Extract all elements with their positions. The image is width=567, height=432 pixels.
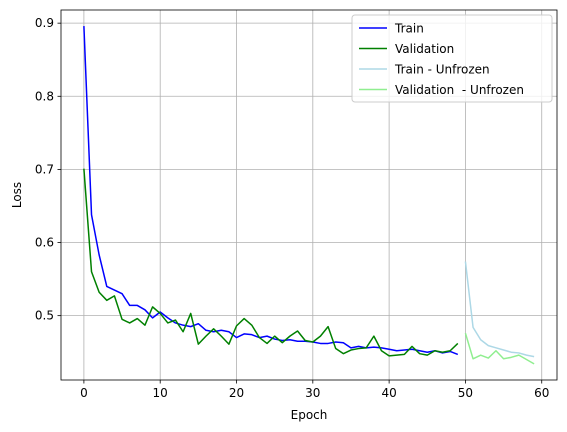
x-tick-label: 10 — [153, 386, 168, 400]
series-line-2 — [464, 261, 535, 358]
y-tick-label: 0.9 — [35, 16, 54, 30]
series-lines — [83, 26, 535, 365]
series-line-3 — [464, 332, 535, 365]
plot-frame — [60, 9, 558, 381]
x-axis-ticks: 0 10 20 30 40 50 60 — [80, 380, 549, 400]
x-axis-label: Epoch — [291, 408, 328, 422]
y-tick-label: 0.6 — [35, 236, 54, 250]
y-axis-label: Loss — [10, 182, 24, 208]
x-tick-label: 40 — [381, 386, 396, 400]
series-line-1 — [83, 168, 459, 357]
legend: Train Validation Train - Unfrozen Validatio… — [351, 14, 553, 103]
y-axis-ticks: 0.5 0.6 0.7 0.8 0.9 — [35, 16, 61, 323]
legend-label: Validation - Unfrozen — [395, 83, 524, 97]
legend-label: Train - Unfrozen — [394, 63, 490, 77]
y-tick-label: 0.5 — [35, 309, 54, 323]
legend-frame — [351, 14, 553, 103]
x-tick-label: 0 — [80, 386, 88, 400]
x-tick-label: 20 — [229, 386, 244, 400]
x-tick-label: 30 — [305, 386, 320, 400]
y-tick-label: 0.7 — [35, 162, 54, 176]
y-tick-label: 0.8 — [35, 89, 54, 103]
legend-label: Validation — [395, 42, 454, 56]
series-line-0 — [83, 26, 459, 356]
x-tick-label: 60 — [534, 386, 549, 400]
x-tick-label: 50 — [458, 386, 473, 400]
legend-label: Train — [394, 22, 424, 36]
